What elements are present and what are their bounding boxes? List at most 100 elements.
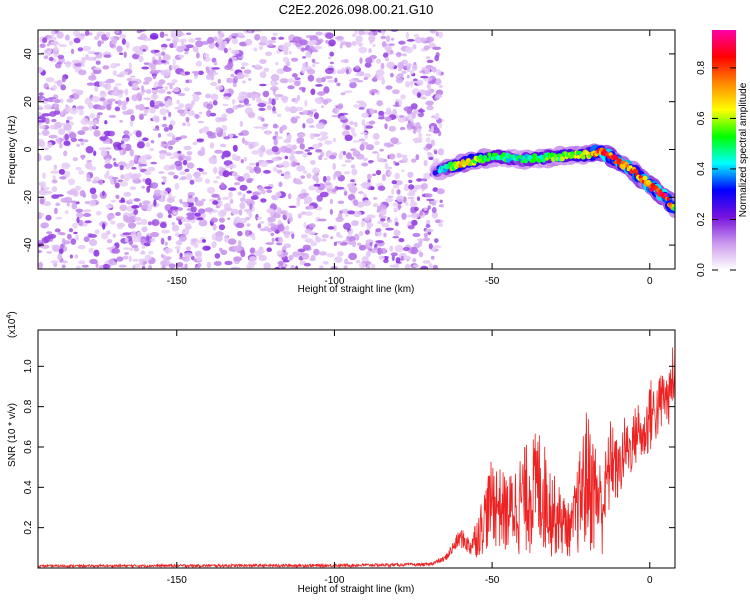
noise-blob bbox=[88, 75, 97, 81]
noise-blob bbox=[384, 116, 392, 122]
noise-blob bbox=[121, 38, 126, 45]
noise-blob bbox=[85, 146, 94, 154]
noise-blob bbox=[386, 107, 392, 114]
noise-blob bbox=[411, 158, 417, 163]
noise-blob bbox=[89, 238, 98, 247]
noise-blob bbox=[169, 120, 176, 126]
noise-blob bbox=[178, 54, 185, 59]
noise-blob bbox=[39, 43, 46, 48]
noise-blob bbox=[274, 95, 279, 101]
noise-blob bbox=[174, 232, 180, 237]
noise-blob bbox=[106, 170, 110, 176]
noise-blob bbox=[428, 243, 433, 250]
noise-blob bbox=[186, 215, 195, 221]
noise-blob bbox=[66, 116, 73, 120]
noise-blob bbox=[217, 78, 221, 84]
noise-blob bbox=[195, 200, 204, 207]
noise-blob bbox=[168, 263, 176, 269]
noise-blob bbox=[73, 30, 81, 37]
noise-blob bbox=[393, 207, 398, 213]
noise-blob bbox=[156, 61, 163, 65]
noise-blob bbox=[417, 249, 421, 253]
noise-blob bbox=[194, 212, 201, 217]
noise-blob bbox=[349, 196, 356, 200]
noise-blob bbox=[405, 63, 412, 67]
noise-blob bbox=[258, 254, 267, 262]
noise-blob bbox=[416, 238, 423, 241]
noise-blob bbox=[438, 31, 444, 39]
noise-blob bbox=[409, 69, 414, 75]
noise-blob bbox=[142, 97, 152, 101]
noise-blob bbox=[137, 162, 142, 165]
noise-blob bbox=[263, 186, 273, 190]
noise-blob bbox=[416, 136, 423, 142]
noise-blob bbox=[279, 78, 289, 84]
noise-blob bbox=[356, 38, 361, 45]
noise-blob bbox=[38, 66, 44, 73]
noise-blob bbox=[157, 133, 162, 138]
noise-blob bbox=[347, 183, 356, 189]
noise-blob bbox=[391, 180, 397, 185]
noise-blob bbox=[123, 51, 127, 58]
noise-blob bbox=[144, 106, 150, 110]
noise-blob bbox=[52, 175, 56, 180]
noise-blob bbox=[164, 103, 168, 107]
noise-blob bbox=[381, 222, 390, 228]
noise-blob bbox=[296, 137, 305, 144]
noise-blob bbox=[423, 45, 430, 50]
spectrogram-panel: -150 -100 -50 0 -40 -20 0 20 40 Height of strai… bbox=[7, 29, 676, 295]
noise-blob bbox=[308, 223, 316, 229]
noise-blob bbox=[309, 113, 313, 118]
noise-blob bbox=[390, 37, 395, 41]
noise-blob bbox=[366, 173, 372, 180]
figure-title: C2E2.2026.098.00.21.G10 bbox=[279, 2, 434, 17]
ridge-blob bbox=[666, 197, 670, 201]
noise-blob bbox=[95, 262, 99, 268]
noise-blob bbox=[257, 102, 267, 108]
noise-blob bbox=[61, 76, 66, 83]
noise-blob bbox=[167, 235, 172, 241]
noise-blob bbox=[366, 251, 371, 258]
noise-blob bbox=[141, 266, 146, 269]
noise-blob bbox=[132, 264, 136, 269]
noise-blob bbox=[329, 198, 333, 205]
noise-blob bbox=[390, 137, 399, 145]
noise-blob bbox=[351, 168, 358, 176]
noise-blob bbox=[99, 97, 106, 102]
noise-blob bbox=[163, 69, 171, 77]
noise-blob bbox=[311, 58, 316, 63]
noise-blob bbox=[259, 83, 267, 87]
noise-blob bbox=[150, 140, 155, 144]
noise-blob bbox=[424, 67, 431, 75]
noise-blob bbox=[169, 43, 175, 49]
noise-blob bbox=[267, 216, 276, 223]
noise-blob bbox=[422, 260, 431, 264]
noise-blob bbox=[237, 230, 243, 237]
noise-blob bbox=[116, 45, 123, 53]
noise-blob bbox=[355, 65, 360, 70]
ridge-blob bbox=[573, 155, 578, 159]
noise-blob bbox=[282, 67, 292, 72]
noise-blob bbox=[364, 229, 370, 235]
noise-blob bbox=[344, 58, 349, 64]
noise-blob bbox=[341, 208, 349, 214]
noise-blob bbox=[368, 34, 375, 38]
noise-blob bbox=[178, 234, 187, 242]
noise-blob bbox=[231, 36, 237, 39]
noise-blob bbox=[138, 163, 147, 167]
noise-blob bbox=[426, 219, 431, 224]
noise-blob bbox=[438, 122, 443, 129]
noise-blob bbox=[107, 258, 115, 266]
noise-blob bbox=[168, 111, 172, 118]
noise-blob bbox=[89, 125, 93, 132]
noise-blob bbox=[198, 111, 203, 115]
noise-blob bbox=[40, 213, 45, 217]
noise-blob bbox=[102, 65, 110, 70]
x-tick-label: 0 bbox=[647, 575, 653, 586]
noise-blob bbox=[83, 139, 89, 143]
noise-blob bbox=[313, 112, 319, 120]
noise-blob bbox=[245, 38, 253, 46]
noise-blob bbox=[272, 32, 278, 36]
noise-blob bbox=[345, 125, 351, 130]
noise-blob bbox=[283, 51, 289, 55]
